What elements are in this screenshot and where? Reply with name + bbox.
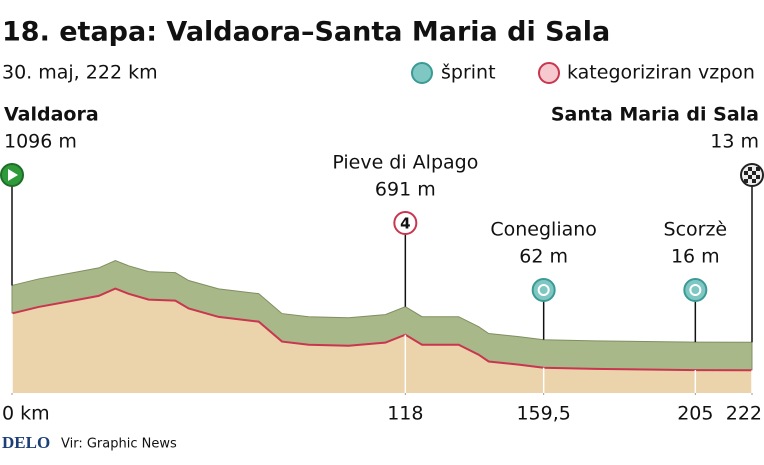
place-elevation: 62 m	[519, 246, 568, 268]
place-icon	[744, 171, 748, 175]
place-icon	[748, 175, 752, 179]
place-elevation: 16 m	[671, 246, 720, 268]
place-icon	[752, 179, 756, 183]
source: Vir: Graphic News	[61, 437, 177, 452]
place-icon	[8, 169, 18, 181]
brand: DELO	[2, 433, 50, 452]
subtitle: 30. maj, 222 km	[2, 62, 158, 84]
place-icon	[531, 278, 556, 302]
place-name: Conegliano	[490, 219, 597, 241]
x-tick-label: 159,5	[516, 403, 570, 425]
place-elevation: 13 m	[710, 131, 759, 153]
place-icon	[752, 171, 756, 175]
place-icon	[756, 175, 760, 179]
place-icon	[537, 284, 550, 296]
legend: šprint kategoriziran vzpon	[411, 62, 755, 84]
legend-icon	[411, 62, 433, 84]
climb-category: 4	[400, 215, 410, 233]
x-tick-label: 205	[677, 403, 713, 425]
place-name: Scorzè	[664, 219, 728, 241]
place-icon	[393, 211, 418, 235]
profile-area	[12, 288, 752, 393]
place-name: Valdaora	[4, 104, 99, 126]
legend-icon	[538, 62, 560, 84]
legend-label: kategoriziran vzpon	[567, 62, 755, 84]
place-icon	[748, 167, 752, 171]
x-tick-label: 0 km	[2, 403, 50, 425]
place-icon	[756, 167, 760, 171]
x-tick-label: 222	[726, 403, 762, 425]
legend-label: šprint	[441, 62, 496, 84]
profile-line	[11, 287, 753, 372]
place-icon	[689, 284, 702, 296]
chart-title: 18. etapa: Valdaora–Santa Maria di Sala	[2, 17, 610, 48]
x-tick-label: 118	[387, 403, 423, 425]
place-icon	[744, 179, 748, 183]
place-name: Santa Maria di Sala	[551, 104, 759, 126]
place-name: Pieve di Alpago	[332, 152, 478, 174]
place-elevation: 1096 m	[4, 131, 77, 153]
place-icon	[683, 278, 708, 302]
place-elevation: 691 m	[375, 179, 436, 201]
